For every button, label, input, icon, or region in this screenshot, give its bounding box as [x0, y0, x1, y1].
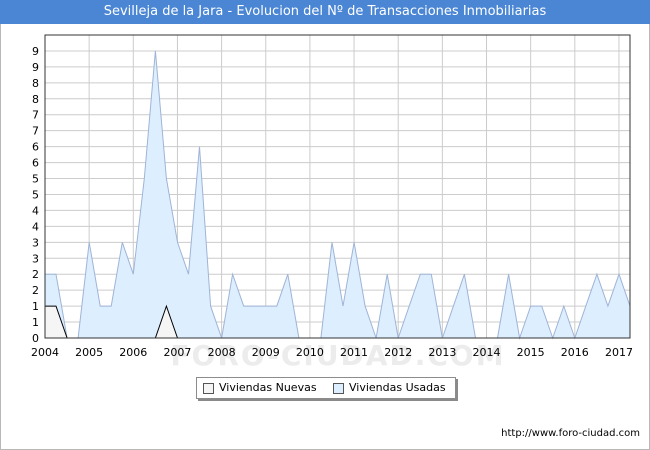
y-tick-label: 0	[32, 332, 39, 345]
y-tick-label: 7	[32, 109, 39, 122]
x-tick-label: 2014	[473, 346, 501, 359]
x-axis-ticks: 2004 2005 2006 2007 2008 2009 2010 2011 2012 2013…	[31, 346, 633, 359]
x-tick-label: 2006	[119, 346, 147, 359]
x-tick-label: 2005	[75, 346, 103, 359]
y-tick-label: 3	[32, 252, 39, 265]
source-url: http://www.foro-ciudad.com	[501, 428, 640, 439]
y-tick-label: 4	[32, 220, 39, 233]
y-tick-label: 5	[32, 173, 39, 186]
chart-title: Sevilleja de la Jara - Evolucion del Nº …	[103, 4, 547, 19]
y-tick-label: 1	[32, 300, 39, 313]
x-tick-label: 2016	[561, 346, 589, 359]
y-tick-label: 9	[32, 61, 39, 74]
legend-swatch-nuevas	[203, 383, 214, 394]
y-tick-label: 9	[32, 45, 39, 58]
y-tick-label: 3	[32, 236, 39, 249]
series-line-usadas	[45, 50, 631, 340]
x-tick-label: 2011	[340, 346, 368, 359]
x-tick-label: 2012	[384, 346, 412, 359]
series-area-usadas	[45, 50, 630, 339]
x-tick-label: 2007	[163, 346, 191, 359]
y-tick-label: 8	[32, 77, 39, 90]
x-tick-label: 2017	[605, 346, 633, 359]
y-tick-label: 2	[32, 284, 39, 297]
y-tick-label: 8	[32, 93, 39, 106]
y-axis-ticks: 0 1 1 2 2 3 3 4 4 5 5 6 6 7 7 8 8 9 9	[32, 45, 39, 345]
x-tick-label: 2013	[428, 346, 456, 359]
legend-label-nuevas: Viviendas Nuevas	[219, 381, 317, 394]
y-tick-label: 5	[32, 188, 39, 201]
plot-border	[44, 34, 631, 339]
y-tick-label: 6	[32, 157, 39, 170]
x-tick-label: 2009	[252, 346, 280, 359]
x-tick-label: 2015	[517, 346, 545, 359]
legend-swatch-usadas	[333, 383, 344, 394]
watermark: FORO-CIUDAD.COM	[170, 339, 505, 372]
title-bar: Sevilleja de la Jara - Evolucion del Nº …	[0, 0, 650, 24]
series-area-nuevas	[45, 306, 630, 338]
y-tick-label: 1	[32, 316, 39, 329]
y-tick-label: 7	[32, 125, 39, 138]
y-tick-label: 4	[32, 204, 39, 217]
x-tick-label: 2008	[208, 346, 236, 359]
legend-label-usadas: Viviendas Usadas	[349, 381, 446, 394]
x-tick-label: 2004	[31, 346, 59, 359]
y-tick-label: 6	[32, 141, 39, 154]
legend: Viviendas Nuevas Viviendas Usadas	[196, 377, 456, 399]
y-tick-label: 2	[32, 268, 39, 281]
x-tick-label: 2010	[296, 346, 324, 359]
